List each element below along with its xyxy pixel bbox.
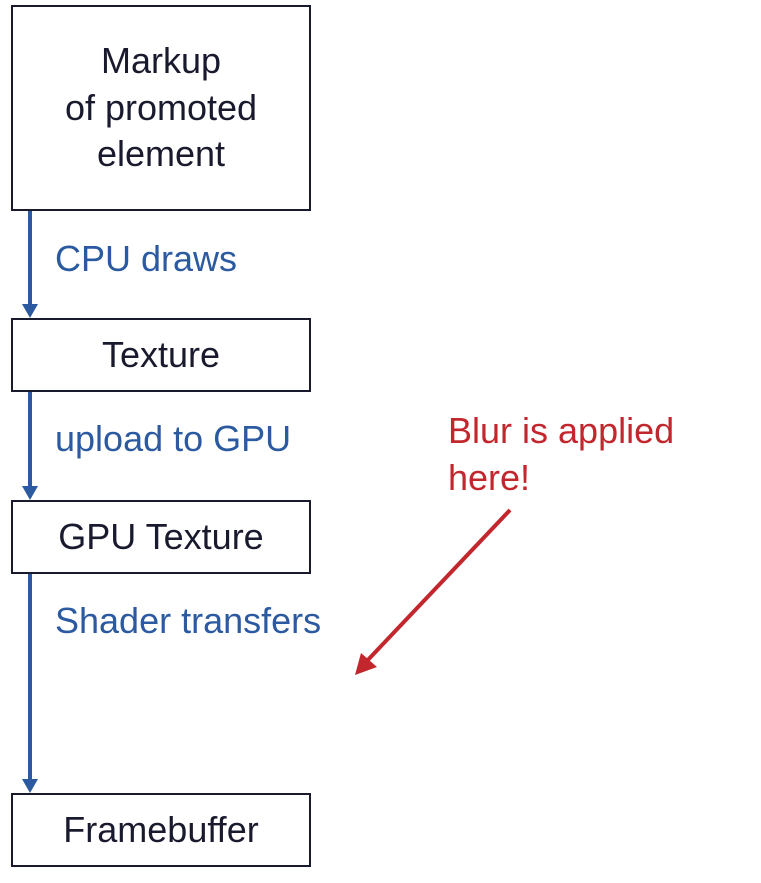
edge-upload-gpu-label: upload to GPU	[55, 418, 291, 460]
node-framebuffer: Framebuffer	[11, 793, 311, 867]
node-markup-label: Markupof promotedelement	[65, 38, 257, 178]
annotation-arrow	[345, 505, 525, 685]
edge-cpu-draws-label: CPU draws	[55, 238, 237, 280]
edge-shader-transfers-arrow	[22, 574, 38, 793]
edge-cpu-draws-arrow	[22, 211, 38, 318]
node-texture: Texture	[11, 318, 311, 392]
node-gpu-texture-label: GPU Texture	[58, 514, 263, 561]
edge-shader-transfers-label: Shader transfers	[55, 600, 321, 642]
node-gpu-texture: GPU Texture	[11, 500, 311, 574]
node-framebuffer-label: Framebuffer	[63, 807, 258, 854]
edge-upload-gpu-arrow	[22, 392, 38, 500]
node-texture-label: Texture	[102, 332, 220, 379]
annotation-blur: Blur is appliedhere!	[448, 408, 674, 502]
node-markup: Markupof promotedelement	[11, 5, 311, 211]
